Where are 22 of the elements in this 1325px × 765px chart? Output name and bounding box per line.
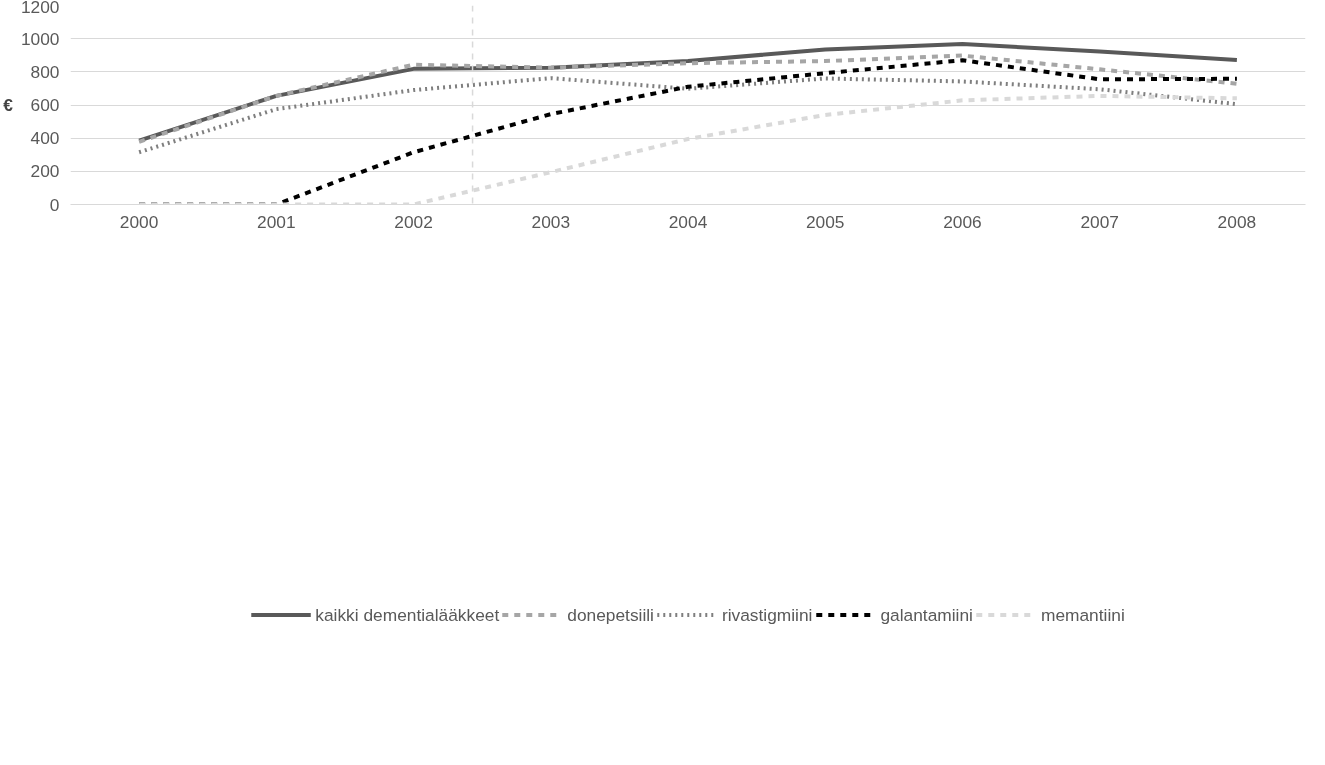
y-tick-label: 1200 <box>20 0 60 17</box>
legend-label: donepetsiili <box>567 604 654 626</box>
x-tick-label: 2007 <box>1080 211 1119 232</box>
x-tick-label: 2002 <box>394 211 433 232</box>
y-axis-title: € <box>3 95 14 115</box>
x-tick-label: 2008 <box>1217 211 1257 232</box>
legend-label: kaikki dementialääkkeet <box>315 604 500 626</box>
legend-label: memantiini <box>1040 604 1125 626</box>
y-tick-label: 200 <box>30 161 60 182</box>
x-tick-label: 2006 <box>943 211 982 232</box>
legend-label: rivastigmiini <box>721 604 813 626</box>
x-tick-label: 2001 <box>257 211 296 232</box>
y-tick-label: 1000 <box>20 28 60 49</box>
y-tick-label: 600 <box>30 95 60 115</box>
x-tick-label: 2000 <box>119 211 159 232</box>
y-tick-label: 800 <box>30 61 60 82</box>
y-tick-label: 0 <box>49 194 60 215</box>
legend-label: galantamiini <box>880 604 973 626</box>
x-tick-label: 2005 <box>805 211 845 232</box>
y-tick-label: 400 <box>30 128 60 149</box>
x-tick-label: 2004 <box>668 211 708 232</box>
x-tick-label: 2003 <box>531 211 571 232</box>
